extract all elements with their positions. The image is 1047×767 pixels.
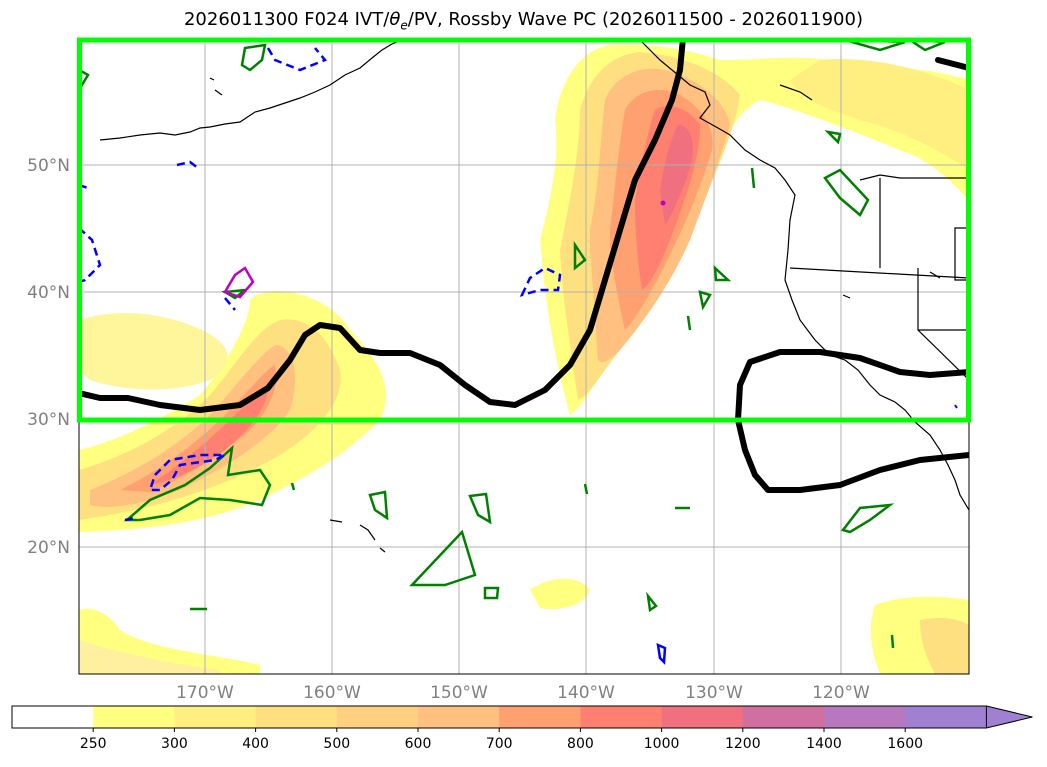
colorbar-segment [418, 706, 500, 728]
colorbar-segment [174, 706, 257, 728]
colorbar-label: 800 [567, 736, 594, 752]
colorbar-segment [499, 706, 581, 728]
map-panel [79, 38, 969, 674]
lon-label: 170°W [176, 683, 234, 703]
pv-positive-dot [660, 200, 666, 206]
lat-label: 40°N [27, 283, 70, 303]
colorbar-segment [12, 706, 94, 728]
colorbar-segment [742, 706, 825, 728]
colorbar-segment [661, 706, 744, 728]
pv-negative-dot [954, 404, 958, 409]
theta-e-contours [79, 38, 946, 649]
ivt-south-patches [79, 578, 969, 674]
lon-label: 120°W [812, 683, 870, 703]
colorbar-segment [336, 706, 419, 728]
colorbar-label: 600 [405, 736, 432, 752]
lon-label: 160°W [303, 683, 361, 703]
colorbar-label: 250 [80, 736, 107, 752]
lon-label: 140°W [557, 683, 615, 703]
colorbar-label: 400 [242, 736, 269, 752]
colorbar-label: 1200 [725, 736, 761, 752]
latitude-labels: 50°N 40°N 30°N 20°N [27, 156, 70, 558]
colorbar-segment [905, 706, 987, 728]
coastlines [99, 39, 969, 553]
longitude-labels: 170°W 160°W 150°W 140°W 130°W 120°W [176, 683, 870, 703]
lat-label: 50°N [27, 156, 70, 176]
colorbar-segment [824, 706, 906, 728]
colorbar-label: 1600 [887, 736, 923, 752]
colorbar-segment [255, 706, 338, 728]
ivt-north-patch [790, 59, 969, 170]
lat-label: 30°N [27, 410, 70, 430]
pv-positive-contour [223, 266, 255, 299]
ivt-colorbar: 250 300 400 500 600 700 800 1000 1200 1400 1600 [11, 705, 1033, 752]
pv-negative-south [656, 642, 667, 665]
lon-label: 130°W [685, 683, 743, 703]
colorbar-label: 1000 [644, 736, 680, 752]
lon-label: 150°W [430, 683, 488, 703]
ivt-plume-east [540, 44, 969, 415]
colorbar-label: 700 [486, 736, 513, 752]
colorbar-label: 300 [161, 736, 188, 752]
lat-label: 20°N [27, 538, 70, 558]
colorbar-segment [580, 706, 663, 728]
pv-negative-contours [79, 47, 562, 522]
figure-title: 2026011300 F024 IVT/θe/PV, Rossby Wave P… [183, 9, 863, 33]
colorbar-segment [93, 706, 175, 728]
colorbar-label: 1400 [806, 736, 842, 752]
analysis-region-box [77, 37, 971, 423]
colorbar-extend-arrow [985, 705, 1033, 729]
colorbar-label: 500 [323, 736, 350, 752]
